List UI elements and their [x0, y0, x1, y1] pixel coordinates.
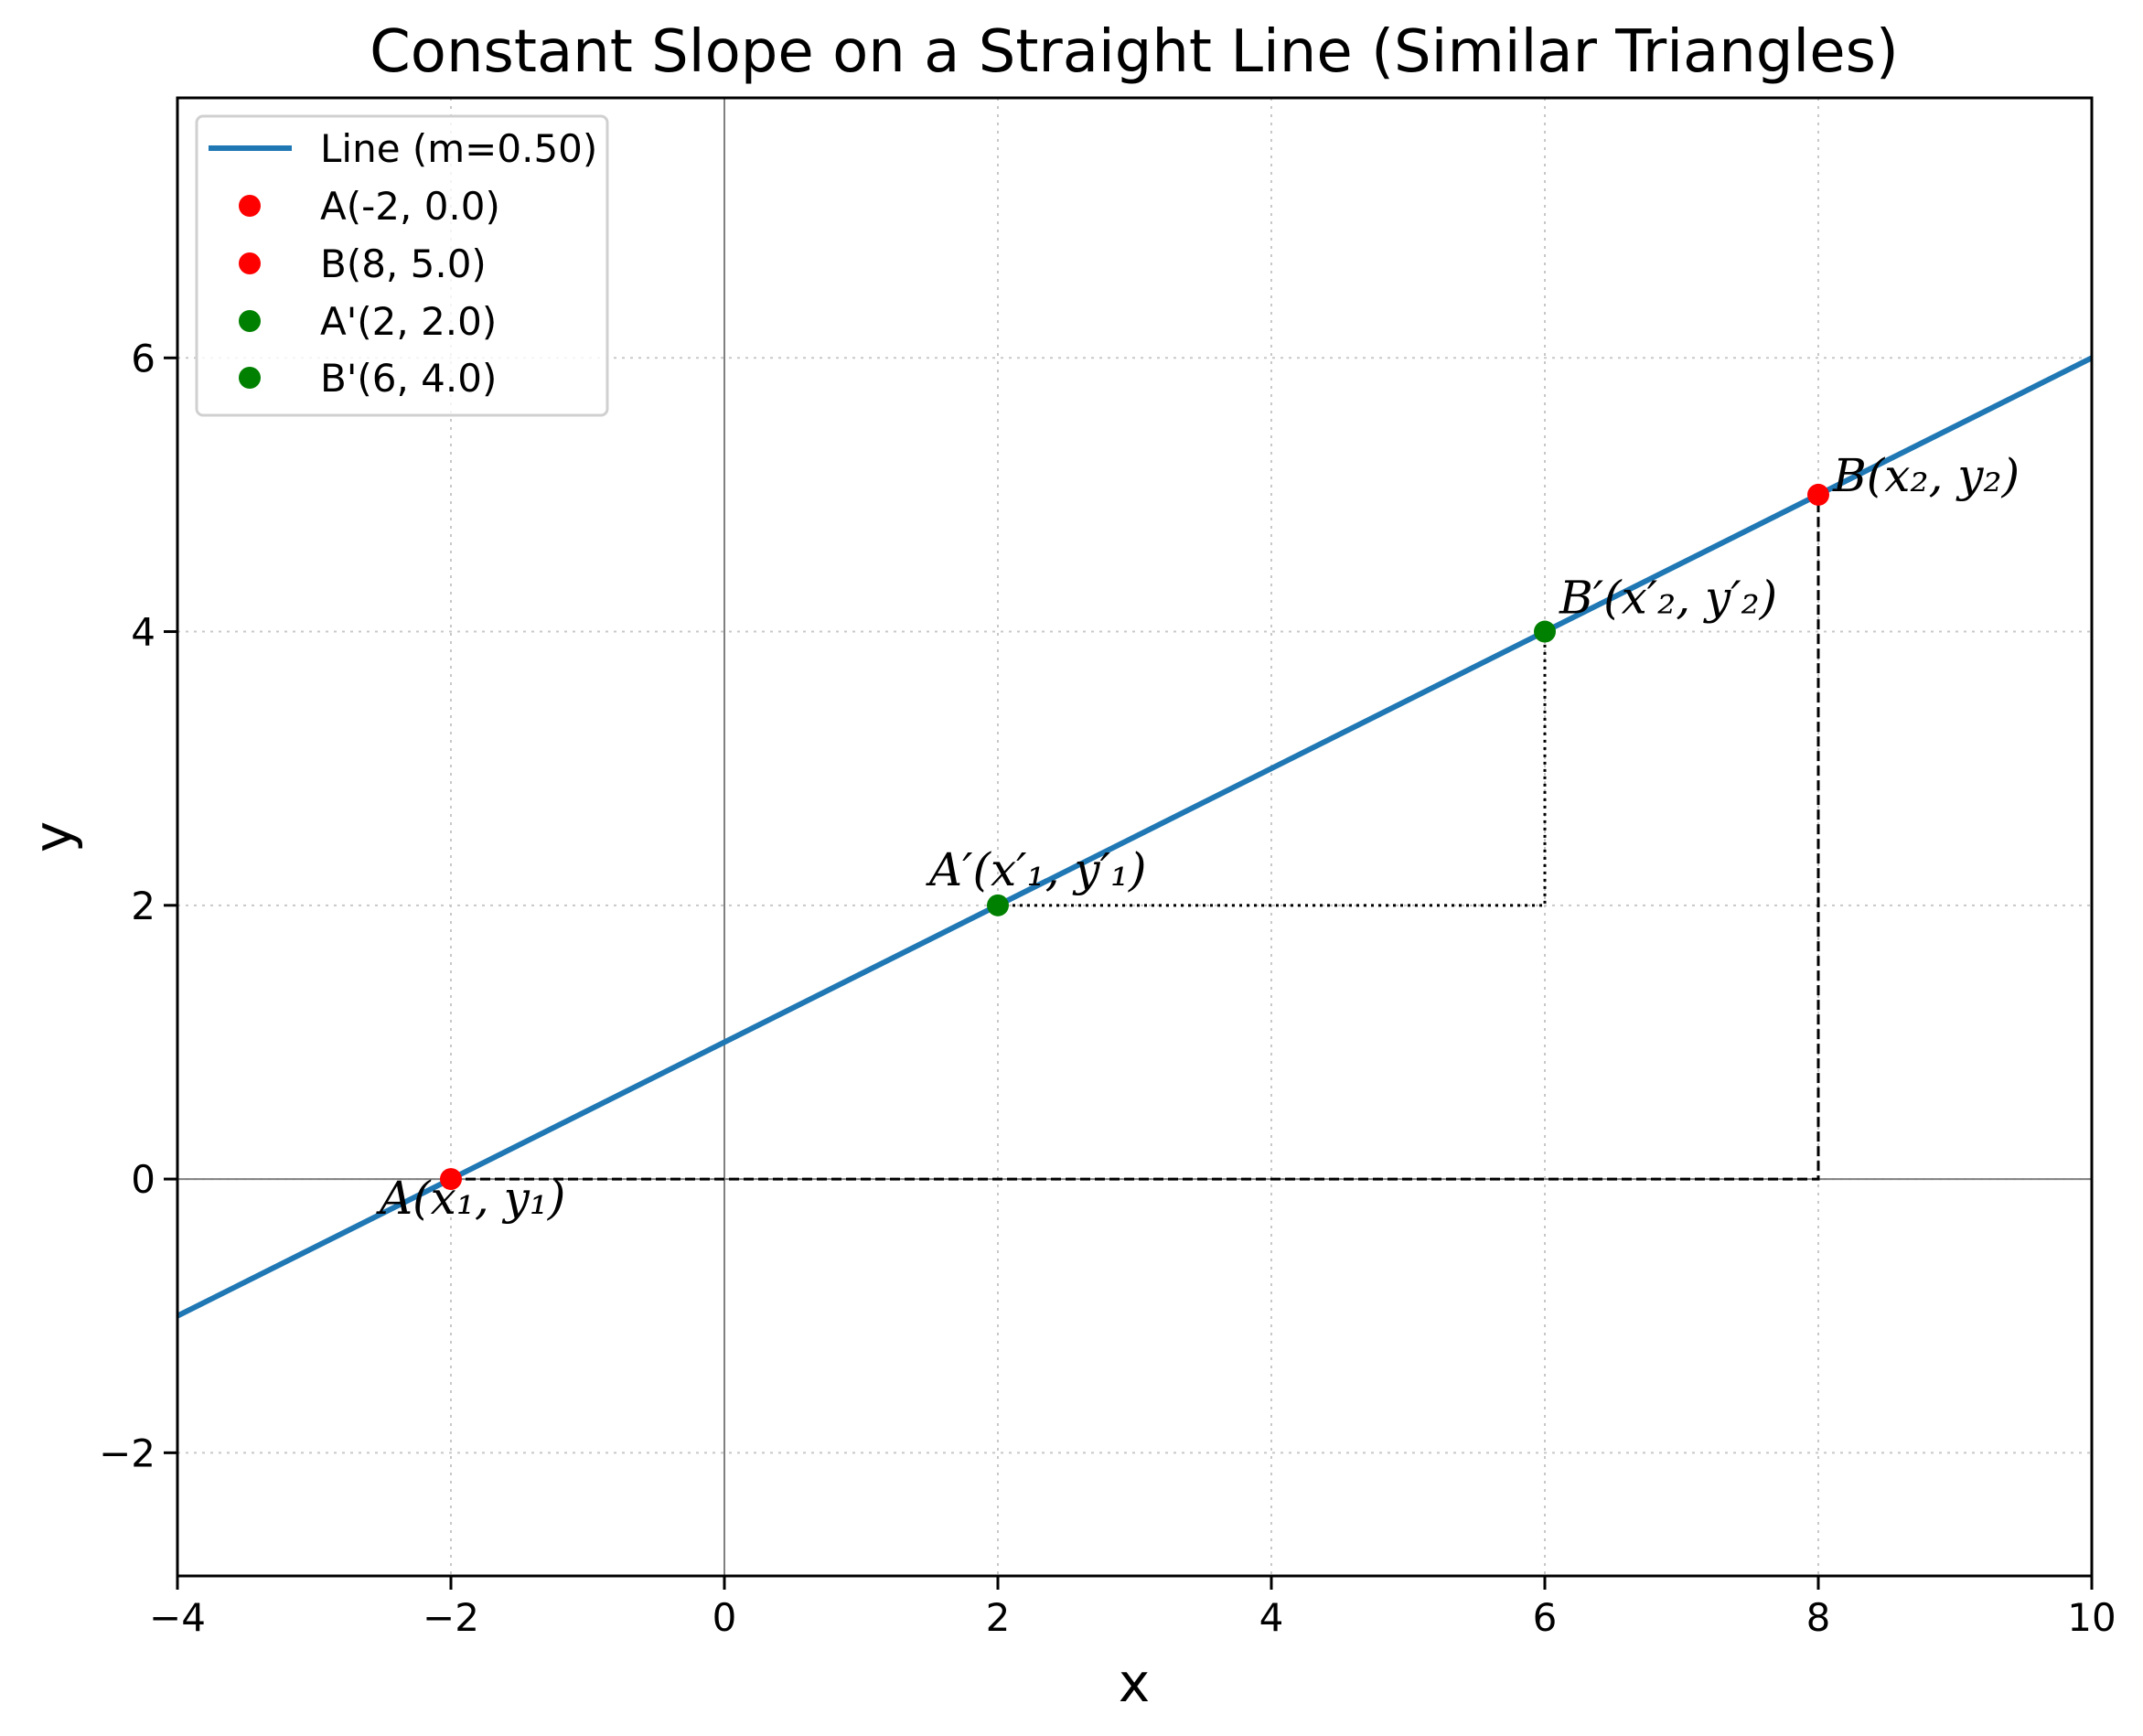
legend-label: A'(2, 2.0) — [320, 299, 497, 344]
point-annotation: A′(x′₁, y′₁) — [926, 843, 1147, 896]
x-axis-label: x — [1119, 1652, 1150, 1714]
data-point — [1807, 483, 1829, 506]
data-point — [1534, 620, 1556, 643]
y-tick-label: 4 — [131, 610, 155, 655]
plot-area: A(x₁, y₁) B(x₂, y₂) A′(x′₁, y′₁) B′(x′₂, y′… — [176, 98, 2094, 1576]
x-tick-label: −2 — [423, 1595, 479, 1640]
legend-label: Line (m=0.50) — [320, 126, 597, 171]
point-annotation: B′(x′₂, y′₂) — [1559, 572, 1777, 625]
legend-label: A(-2, 0.0) — [320, 184, 500, 229]
axes-frame — [176, 96, 2094, 1578]
x-tick-label: 8 — [1806, 1595, 1831, 1640]
x-tick-label: 0 — [713, 1595, 737, 1640]
legend-marker — [239, 367, 261, 389]
legend-box — [195, 114, 609, 417]
point-annotation: B(x₂, y₂) — [1832, 449, 2020, 502]
x-tick-label: 10 — [2067, 1595, 2116, 1640]
legend-marker — [239, 310, 261, 332]
legend-label: B'(6, 4.0) — [320, 356, 497, 401]
y-tick-label: 2 — [131, 884, 155, 928]
x-tick-label: 6 — [1533, 1595, 1558, 1640]
x-tick-label: 2 — [986, 1595, 1011, 1640]
x-tick-label: −4 — [149, 1595, 206, 1640]
point-annotation: A(x₁, y₁) — [376, 1172, 565, 1225]
chart-title: Constant Slope on a Straight Line (Simil… — [370, 18, 1899, 86]
data-point — [440, 1168, 462, 1191]
y-tick-label: −2 — [99, 1431, 155, 1475]
x-tick-label: 4 — [1259, 1595, 1284, 1640]
legend-label: B(8, 5.0) — [320, 241, 487, 286]
large-triangle-guide — [451, 494, 1820, 1181]
legend: Line (m=0.50) A(-2, 0.0) B(8, 5.0) A'(2, 2.… — [195, 114, 609, 417]
legend-marker — [239, 195, 261, 217]
data-point — [987, 894, 1009, 916]
y-tick-label: 6 — [131, 336, 155, 380]
ticks: −4 −2 0 2 4 6 8 10 −2 0 2 4 6 — [99, 336, 2116, 1640]
slope-line — [176, 355, 2094, 1319]
y-tick-label: 0 — [131, 1157, 155, 1202]
legend-marker — [239, 252, 261, 274]
y-axis-label: y — [22, 821, 84, 852]
